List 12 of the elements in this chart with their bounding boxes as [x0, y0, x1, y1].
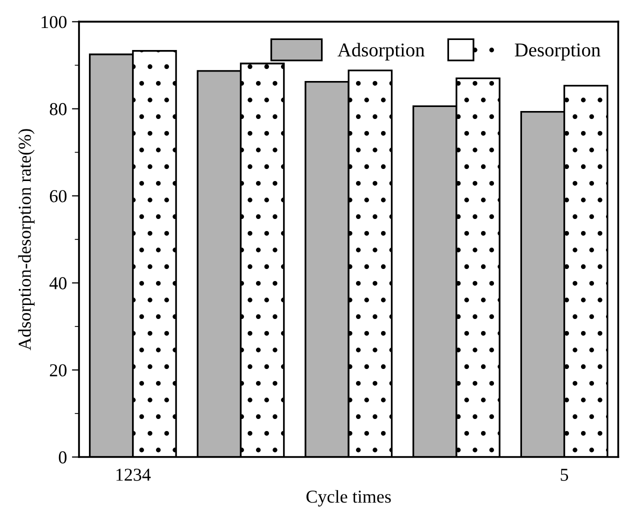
y-tick-label: 0: [58, 451, 67, 464]
legend-label: Adsorption: [338, 42, 425, 60]
y-axis-title: Adsorption-desorption rate(%): [18, 129, 35, 350]
x-tick-label: 1234: [116, 468, 151, 481]
y-tick-label: 80: [50, 103, 67, 116]
legend-label: Desorption: [514, 43, 600, 60]
x-tick-label: 5: [560, 468, 568, 481]
y-tick-label: 60: [50, 190, 67, 202]
x-axis-title: Cycle times: [306, 490, 391, 506]
y-tick-label: 100: [42, 16, 67, 28]
y-tick-label: 20: [50, 364, 67, 376]
y-tick-label: 40: [49, 277, 67, 290]
